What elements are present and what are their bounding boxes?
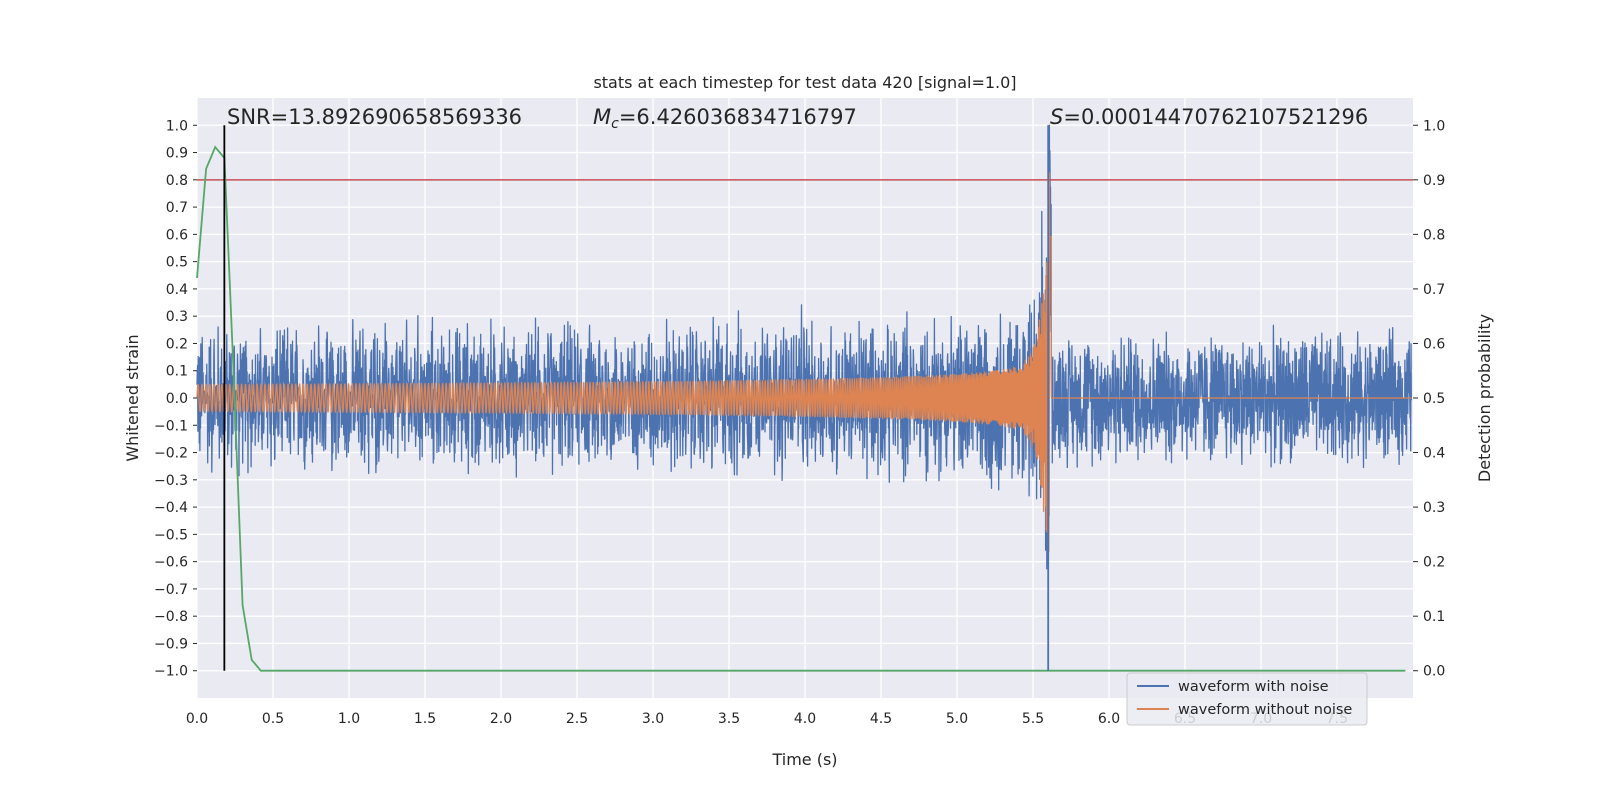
legend-label-noise: waveform with noise (1178, 679, 1329, 695)
y-tick-label-0: 1.0 (166, 118, 188, 134)
axes: 1.0 0.9 0.8 0.7 0.6 0.5 0.4 0.3 0.2 0.1 0.0 −0.1 −0.… (154, 118, 1445, 727)
y-right-tick-label-4: 0.6 (1423, 336, 1445, 352)
x-tick-label-0: 0.0 (186, 711, 208, 727)
y-tick-label-19: −0.9 (154, 636, 188, 652)
series-waveform-without-noise (196, 172, 1412, 553)
mc-subscript: c (611, 116, 619, 132)
y-tick-label-20: −1.0 (154, 664, 188, 680)
y-tick-label-7: 0.3 (166, 309, 188, 325)
legend: waveform with noise waveform without noi… (1126, 672, 1368, 726)
plot-area (196, 124, 1413, 672)
x-tick-label-1: 0.5 (262, 711, 284, 727)
legend-label-clean: waveform without noise (1178, 702, 1352, 718)
annotations: SNR=13.892690658569336 Mc=6.426036834716… (227, 105, 1368, 132)
s-symbol: S (1050, 105, 1063, 129)
x-tick-label-8: 4.0 (794, 711, 816, 727)
y-tick-label-18: −0.8 (154, 609, 188, 625)
legend-box (1126, 672, 1368, 726)
y-tick-label-6: 0.4 (166, 282, 188, 298)
y-right-tick-label-7: 0.3 (1423, 500, 1445, 516)
y-right-tick-label-5: 0.5 (1423, 391, 1445, 407)
y-tick-label-5: 0.5 (166, 255, 188, 271)
y-tick-label-16: −0.6 (154, 555, 188, 571)
s-annotation: S=0.00014470762107521296 (1050, 105, 1368, 129)
x-axis-label: Time (s) (771, 750, 837, 769)
x-tick-label-3: 1.5 (414, 711, 436, 727)
x-tick-label-12: 6.0 (1098, 711, 1120, 727)
y-tick-label-10: 0.0 (166, 391, 188, 407)
x-tick-label-5: 2.5 (566, 711, 588, 727)
y-right-tick-label-6: 0.4 (1423, 446, 1445, 462)
snr-annotation: SNR=13.892690658569336 (227, 105, 522, 129)
x-tick-label-11: 5.5 (1022, 711, 1044, 727)
y-right-tick-label-8: 0.2 (1423, 555, 1445, 571)
y-tick-label-15: −0.5 (154, 527, 188, 543)
x-tick-label-10: 5.0 (946, 711, 968, 727)
y-tick-label-4: 0.6 (166, 227, 188, 243)
y-axis-label: Whitened strain (123, 334, 142, 461)
x-tick-label-7: 3.5 (718, 711, 740, 727)
mc-symbol: M (593, 105, 611, 129)
y-tick-label-9: 0.1 (166, 364, 188, 380)
y-right-tick-label-9: 0.1 (1423, 609, 1445, 625)
y-tick-label-2: 0.8 (166, 173, 188, 189)
y-tick-label-3: 0.7 (166, 200, 188, 216)
y-tick-label-13: −0.3 (154, 473, 188, 489)
y-tick-label-14: −0.4 (154, 500, 188, 516)
x-tick-label-9: 4.5 (870, 711, 892, 727)
y-right-tick-label-2: 0.8 (1423, 227, 1445, 243)
y-right-tick-label-3: 0.7 (1423, 282, 1445, 298)
y-axis-label-right: Detection probability (1475, 314, 1494, 482)
y-tick-label-17: −0.7 (154, 582, 188, 598)
mc-value: =6.426036834716797 (619, 105, 857, 129)
x-tick-label-4: 2.0 (490, 711, 512, 727)
y-tick-label-12: −0.2 (154, 446, 188, 462)
x-tick-label-2: 1.0 (338, 711, 360, 727)
chirp-mass-annotation: Mc=6.426036834716797 (593, 105, 857, 132)
y-tick-label-11: −0.1 (154, 418, 188, 434)
s-value: =0.00014470762107521296 (1063, 105, 1368, 129)
x-tick-label-6: 3.0 (642, 711, 664, 727)
y-tick-label-1: 0.9 (166, 146, 188, 162)
chart-title: stats at each timestep for test data 420… (593, 73, 1016, 92)
y-right-tick-label-0: 1.0 (1423, 118, 1445, 134)
y-tick-label-8: 0.2 (166, 336, 188, 352)
y-right-tick-label-1: 0.9 (1423, 173, 1445, 189)
series-detection-probability (196, 145, 1406, 672)
y-right-tick-label-10: 0.0 (1423, 664, 1445, 680)
